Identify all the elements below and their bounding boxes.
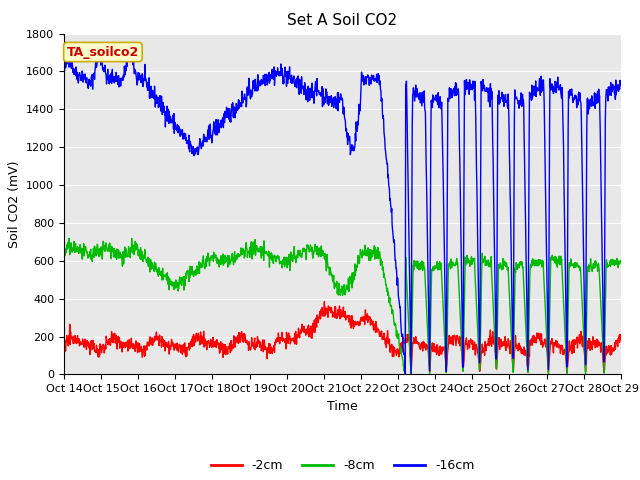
-16cm — [429, 94, 437, 99]
-8cm — [171, 286, 179, 291]
-16cm — [171, 122, 179, 128]
-16cm — [502, 98, 510, 104]
-16cm — [60, 69, 68, 74]
-16cm — [125, 49, 132, 55]
-2cm — [551, 340, 559, 346]
-16cm — [617, 82, 625, 87]
-2cm — [246, 347, 254, 352]
Line: -8cm: -8cm — [64, 239, 621, 374]
-2cm — [321, 299, 328, 304]
Y-axis label: Soil CO2 (mV): Soil CO2 (mV) — [8, 160, 20, 248]
X-axis label: Time: Time — [327, 400, 358, 413]
-2cm — [170, 348, 178, 353]
Text: TA_soilco2: TA_soilco2 — [67, 46, 139, 59]
-8cm — [184, 270, 192, 276]
-8cm — [551, 254, 559, 260]
-16cm — [552, 79, 559, 85]
Line: -2cm: -2cm — [64, 301, 621, 372]
-2cm — [502, 348, 509, 353]
-8cm — [246, 251, 254, 257]
-16cm — [401, 371, 409, 376]
-16cm — [246, 96, 254, 102]
-8cm — [60, 246, 68, 252]
-8cm — [563, 372, 571, 377]
-2cm — [429, 348, 437, 353]
Line: -16cm: -16cm — [64, 52, 621, 373]
-8cm — [617, 259, 625, 264]
-8cm — [502, 264, 509, 269]
-8cm — [65, 236, 73, 241]
Legend: -2cm, -8cm, -16cm: -2cm, -8cm, -16cm — [205, 454, 479, 477]
-2cm — [617, 336, 625, 342]
-2cm — [60, 349, 68, 355]
-2cm — [563, 370, 571, 375]
-2cm — [184, 345, 191, 351]
-8cm — [429, 264, 437, 270]
-16cm — [184, 138, 192, 144]
Title: Set A Soil CO2: Set A Soil CO2 — [287, 13, 397, 28]
